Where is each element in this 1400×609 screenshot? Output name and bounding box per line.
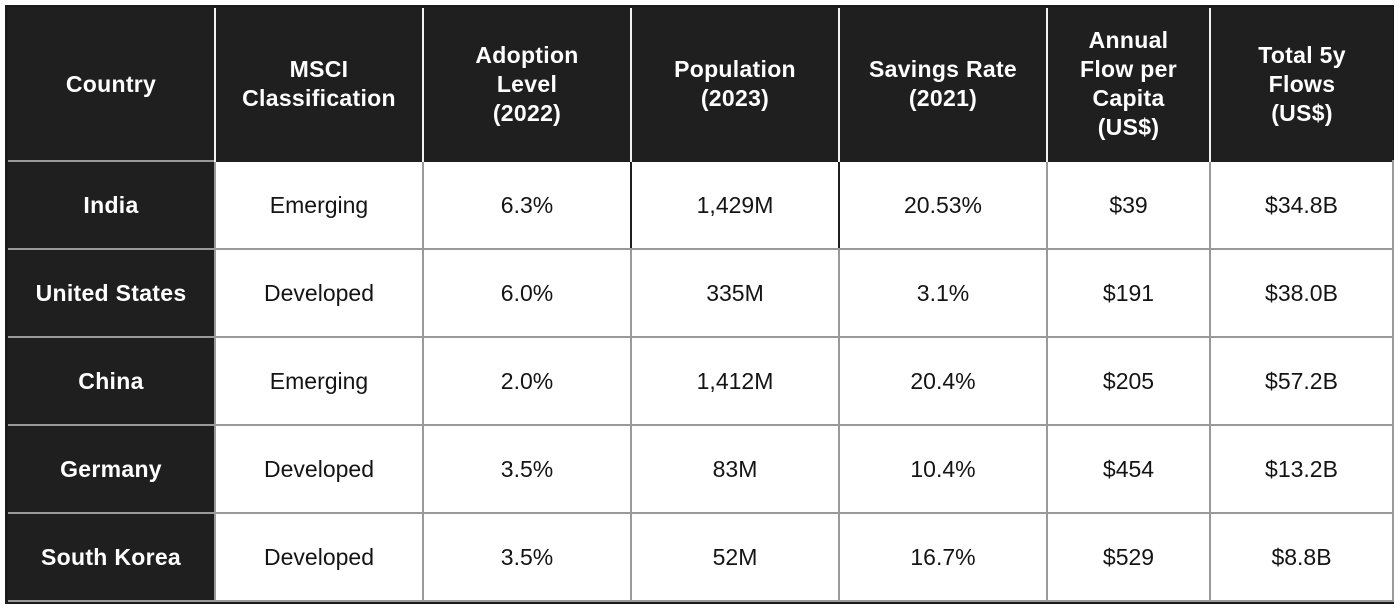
data-table-container: Country MSCI Classification Adoption Lev… (5, 5, 1394, 604)
header-savings-line-1: Savings Rate (868, 56, 1018, 82)
cell-savings-rate: 20.53% (838, 160, 1048, 250)
table-row: South Korea Developed 3.5% 52M 16.7% $52… (8, 512, 1394, 602)
header-msci-classification: MSCI Classification (215, 8, 424, 161)
cell-adoption-level: 6.0% (422, 248, 632, 338)
header-population-line-1: Population (674, 56, 796, 82)
cell-savings-rate: 10.4% (838, 424, 1048, 514)
cell-annual-flow-per-capita: $205 (1046, 336, 1211, 426)
cell-total-5y-flows: $57.2B (1209, 336, 1394, 426)
cell-total-5y-flows: $13.2B (1209, 424, 1394, 514)
cell-msci-classification: Developed (214, 512, 424, 602)
header-adoption-line-2: Level (496, 70, 558, 97)
header-row: Country MSCI Classification Adoption Lev… (8, 8, 1393, 161)
cell-population: 1,412M (630, 336, 840, 426)
row-header-country: United States (8, 248, 216, 338)
row-header-country: India (8, 160, 216, 250)
header-country-line-1: Country (65, 70, 157, 97)
header-savings-rate: Savings Rate (2021) (839, 8, 1048, 161)
table-row: Germany Developed 3.5% 83M 10.4% $454 $1… (8, 424, 1394, 514)
cell-savings-rate: 3.1% (838, 248, 1048, 338)
cell-savings-rate: 16.7% (838, 512, 1048, 602)
header-flow-line-4: (US$) (1097, 114, 1160, 140)
cell-annual-flow-per-capita: $191 (1046, 248, 1211, 338)
header-country: Country (8, 8, 216, 161)
row-header-country: South Korea (8, 512, 216, 602)
table-row: India Emerging 6.3% 1,429M 20.53% $39 $3… (8, 160, 1394, 250)
header-total-5y-flows: Total 5y Flows (US$) (1210, 8, 1393, 161)
cell-annual-flow-per-capita: $454 (1046, 424, 1211, 514)
header-annual-flow-per-capita: Annual Flow per Capita (US$) (1047, 8, 1211, 161)
cell-total-5y-flows: $8.8B (1209, 512, 1394, 602)
cell-annual-flow-per-capita: $529 (1046, 512, 1211, 602)
cell-adoption-level: 2.0% (422, 336, 632, 426)
country-flows-table: Country MSCI Classification Adoption Lev… (8, 8, 1394, 602)
cell-msci-classification: Developed (214, 248, 424, 338)
cell-population: 83M (630, 424, 840, 514)
header-msci-line-1: MSCI (289, 56, 349, 82)
cell-msci-classification: Developed (214, 424, 424, 514)
table-row: China Emerging 2.0% 1,412M 20.4% $205 $5… (8, 336, 1394, 426)
cell-total-5y-flows: $38.0B (1209, 248, 1394, 338)
cell-total-5y-flows: $34.8B (1209, 160, 1394, 250)
header-total-line-2: Flows (1268, 70, 1336, 97)
header-population: Population (2023) (631, 8, 840, 161)
cell-adoption-level: 6.3% (422, 160, 632, 250)
cell-savings-rate: 20.4% (838, 336, 1048, 426)
header-flow-line-1: Annual (1088, 27, 1169, 53)
cell-annual-flow-per-capita: $39 (1046, 160, 1211, 250)
table-row: United States Developed 6.0% 335M 3.1% $… (8, 248, 1394, 338)
header-adoption-line-1: Adoption (475, 41, 579, 68)
cell-msci-classification: Emerging (214, 160, 424, 250)
row-header-country: Germany (8, 424, 216, 514)
header-savings-line-2: (2021) (908, 85, 978, 111)
row-header-country: China (8, 336, 216, 426)
header-adoption-line-3: (2022) (492, 99, 562, 126)
header-flow-line-2: Flow per (1080, 56, 1177, 82)
header-msci-line-2: Classification (242, 85, 396, 111)
cell-population: 335M (630, 248, 840, 338)
header-flow-line-3: Capita (1092, 85, 1165, 111)
header-adoption-level: Adoption Level (2022) (423, 8, 632, 161)
header-total-line-1: Total 5y (1258, 41, 1346, 68)
cell-adoption-level: 3.5% (422, 512, 632, 602)
header-population-line-2: (2023) (700, 85, 770, 111)
cell-msci-classification: Emerging (214, 336, 424, 426)
cell-population: 52M (630, 512, 840, 602)
header-total-line-3: (US$) (1271, 99, 1333, 126)
cell-adoption-level: 3.5% (422, 424, 632, 514)
cell-population: 1,429M (630, 160, 840, 250)
